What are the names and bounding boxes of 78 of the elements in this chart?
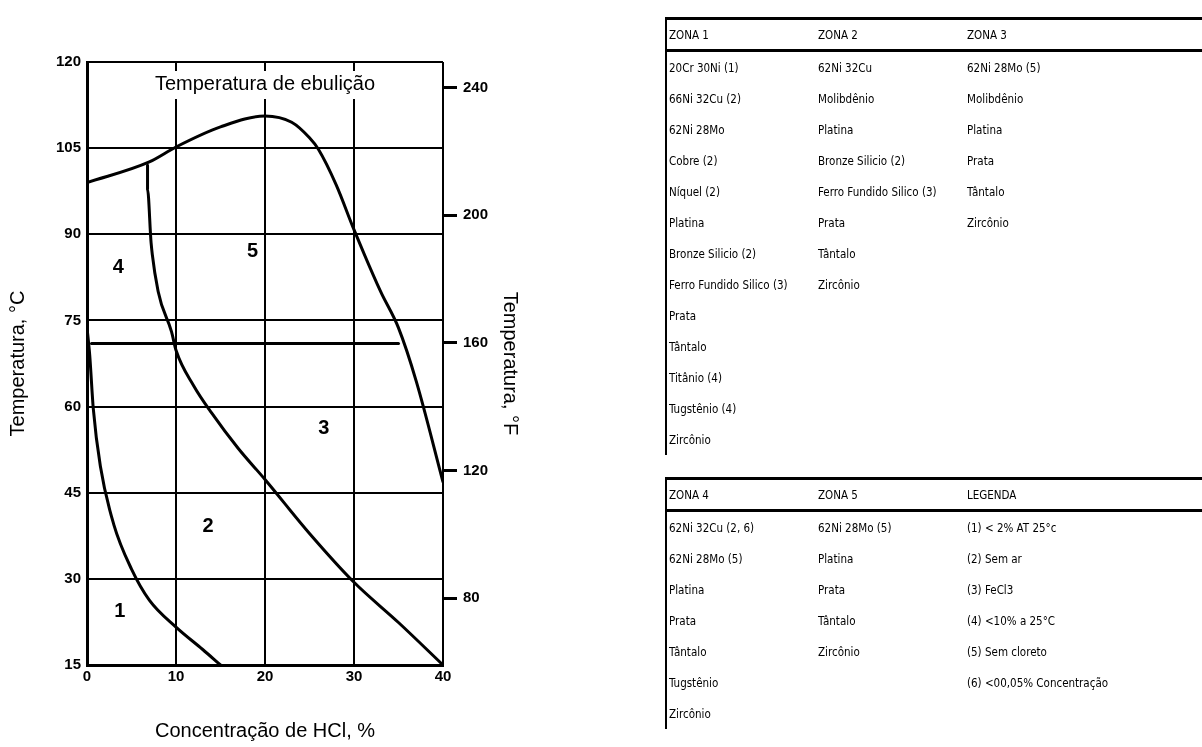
- text: Prata: [669, 308, 697, 323]
- x-tick-label: 20: [256, 667, 274, 685]
- text: Platina: [818, 122, 854, 137]
- text: Níquel (2): [669, 184, 720, 199]
- y2-tick-label: 120: [462, 460, 488, 478]
- text: Tugstênio (4): [669, 401, 737, 416]
- y-tick-label: 90: [64, 224, 82, 242]
- text: Tântalo: [669, 339, 707, 354]
- y-axis-title: Temperatura, °C: [5, 290, 28, 437]
- text: Prata: [967, 153, 995, 168]
- text: 20Cr 30Ni (1): [669, 60, 739, 75]
- text: Titânio (4): [669, 370, 722, 385]
- annotation: 1: [114, 598, 126, 621]
- text: (1) < 2% AT 25°c: [967, 520, 1057, 535]
- text: Molibdênio: [818, 91, 875, 106]
- x-tick-label: 0: [82, 667, 92, 685]
- category-label: ZONA 4: [666, 478, 816, 511]
- annotation: 5: [246, 239, 259, 262]
- annotation: 4: [112, 255, 125, 278]
- text: 66Ni 32Cu (2): [669, 91, 741, 106]
- text: Platina: [818, 551, 854, 566]
- text: Ferro Fundido Silico (3): [818, 184, 937, 199]
- y2-tick-label: 240: [462, 77, 488, 95]
- category-label: LEGENDA: [965, 478, 1202, 511]
- text: Platina: [669, 215, 705, 230]
- text: Zircônio: [669, 432, 711, 447]
- y-tick-label: 60: [64, 396, 82, 414]
- y2-tick-label: 160: [462, 332, 488, 350]
- x-tick-label: 10: [167, 667, 185, 685]
- text: Tântalo: [818, 246, 856, 261]
- text: Prata: [818, 215, 846, 230]
- text: Molibdênio: [967, 91, 1024, 106]
- y-tick-label: 120: [56, 52, 82, 70]
- y2-tick-label: 200: [462, 205, 488, 223]
- x-tick-label: 40: [434, 667, 452, 685]
- text: 62Ni 28Mo: [669, 122, 725, 137]
- text: (3) FeCl3: [967, 582, 1014, 597]
- text: Zircônio: [967, 215, 1009, 230]
- category-label: ZONA 3: [965, 18, 1202, 51]
- y2-tick-label: 80: [462, 588, 480, 606]
- text: (2) Sem ar: [967, 551, 1022, 566]
- text: Tugstênio: [669, 675, 719, 690]
- text: (5) Sem cloreto: [967, 644, 1047, 659]
- category-label: ZONA 1: [666, 18, 816, 51]
- text: Cobre (2): [669, 153, 718, 168]
- text: 62Ni 28Mo (5): [818, 520, 892, 535]
- text: Zircônio: [818, 644, 860, 659]
- y-tick-label: 30: [64, 569, 82, 586]
- text: Bronze Silicio (2): [669, 246, 757, 261]
- text: Tântalo: [818, 613, 856, 628]
- y-tick-label: 45: [64, 482, 82, 500]
- text: 62Ni 32Cu (2, 6): [669, 520, 755, 535]
- y2-axis-title: Temperatura, °F: [500, 291, 523, 436]
- text: 62Ni 28Mo (5): [669, 551, 743, 566]
- y-tick-label: 75: [64, 310, 82, 328]
- text: (4) <10% a 25°C: [967, 613, 1056, 628]
- text: Prata: [818, 582, 846, 597]
- text: Zircônio: [669, 706, 711, 721]
- annotation: 2: [202, 513, 214, 536]
- text: Prata: [669, 613, 697, 628]
- y-tick-label: 15: [64, 655, 82, 673]
- y-tick-label: 105: [56, 138, 82, 156]
- x-axis-title: Concentração de HCl, %: [154, 718, 376, 741]
- annotation: Temperatura de ebulição: [154, 72, 376, 95]
- text: Tântalo: [669, 644, 707, 659]
- text: (6) <00,05% Concentração: [967, 675, 1109, 690]
- text: Platina: [967, 122, 1003, 137]
- text: Tântalo: [967, 184, 1005, 199]
- text: Platina: [669, 582, 705, 597]
- text: 62Ni 28Mo (5): [967, 60, 1041, 75]
- x-tick-label: 30: [345, 667, 363, 685]
- annotation: 3: [318, 416, 330, 439]
- text: 62Ni 32Cu: [818, 60, 873, 75]
- text: Ferro Fundido Silico (3): [669, 277, 788, 292]
- text: Bronze Silicio (2): [818, 153, 906, 168]
- category-label: ZONA 2: [816, 18, 965, 51]
- category-label: ZONA 5: [816, 478, 965, 511]
- text: Zircônio: [818, 277, 860, 292]
